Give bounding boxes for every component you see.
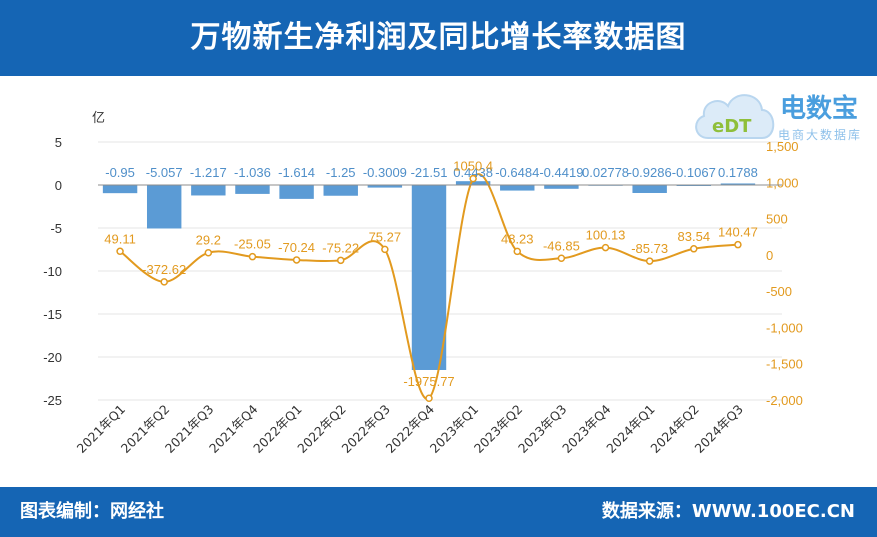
line-value-label: -1975.77 (403, 374, 454, 389)
bar (235, 185, 270, 194)
bar-value-label: -0.95 (105, 165, 135, 180)
line-point (292, 256, 301, 264)
y-tick-label: 0 (55, 178, 62, 193)
y2-tick-label: 0 (766, 248, 773, 263)
y2-tick-label: -1,000 (766, 320, 803, 335)
bar-value-label: 0.1788 (718, 165, 758, 180)
line-value-label: -85.73 (631, 241, 668, 256)
line-value-label: 1050.4 (453, 159, 493, 174)
line-value-label: 48.23 (501, 231, 534, 246)
line-point (248, 252, 257, 261)
bar (720, 183, 756, 185)
y2-tick-label: 1,500 (766, 139, 799, 154)
bar-value-label: -1.25 (326, 165, 356, 180)
y2-tick-label: -500 (766, 284, 792, 299)
bar-value-label: -1.036 (234, 165, 271, 180)
line-value-label: -46.85 (543, 238, 580, 253)
bar (191, 185, 226, 196)
brand-logo: eDT 电数宝 电商大数据库 (690, 82, 875, 152)
line-point (513, 247, 522, 256)
line-value-label: -25.05 (234, 237, 271, 252)
line-point (690, 245, 698, 253)
line-point (160, 278, 168, 286)
bar-value-label: -5.057 (146, 165, 183, 180)
bar-value-label: -0.9286 (628, 165, 672, 180)
growth-line (119, 173, 739, 400)
bar (102, 185, 138, 194)
y-tick-label: -15 (43, 307, 62, 322)
line-value-label: -70.24 (278, 240, 315, 255)
bar (500, 185, 535, 191)
bar (632, 185, 667, 193)
line-point (336, 256, 345, 265)
bar (146, 185, 182, 229)
line-point (425, 394, 433, 402)
y-tick-label: -25 (43, 393, 62, 408)
logo-subtitle: 电商大数据库 (778, 128, 863, 142)
line-point (116, 247, 124, 256)
footer-source: 数据来源：WWW.100EC.CN (601, 501, 855, 522)
chart-title: 万物新生净利润及同比增长率数据图 (190, 20, 687, 55)
bar (279, 185, 314, 199)
y2-tick-label: 500 (766, 212, 788, 227)
line-value-label: -75.22 (322, 240, 359, 255)
bar-value-label: -0.3009 (363, 165, 407, 180)
bar (544, 185, 579, 189)
bar-value-label: 0.4438 (453, 165, 493, 180)
bar-value-label: 0.02778 (582, 165, 629, 180)
y2-tick-label: -1,500 (766, 357, 803, 372)
line-point (204, 248, 213, 257)
bar-value-label: -0.4419 (539, 165, 583, 180)
y-tick-label: -20 (43, 350, 62, 365)
line-point (734, 240, 742, 249)
x-tick-label: 2024年Q3 (692, 402, 747, 457)
line-value-label: -372.62 (142, 262, 186, 277)
bar-value-label: -21.51 (411, 165, 448, 180)
line-point (469, 174, 477, 183)
bar (455, 181, 491, 185)
data-labels: -0.95 -5.057 -1.217 -1.036 -1.614 -1.25 -0.300… (104, 159, 758, 390)
y-tick-label: -10 (43, 264, 62, 279)
line-series (116, 173, 742, 402)
logo-mark: eDT (712, 116, 752, 137)
bar (367, 185, 403, 188)
line-point (645, 257, 654, 265)
line-value-label: 83.54 (678, 229, 711, 244)
line-point (601, 243, 610, 252)
footer-banner: 图表编制：网经社 数据来源：WWW.100EC.CN (0, 487, 877, 537)
bar-value-label: -1.217 (190, 165, 227, 180)
title-banner: 万物新生净利润及同比增长率数据图 (0, 0, 877, 76)
bar-value-label: -0.1067 (672, 165, 716, 180)
line-value-label: 29.2 (196, 233, 221, 248)
y-tick-label: -5 (50, 221, 62, 236)
line-value-label: 100.13 (586, 228, 626, 243)
line-value-label: 49.11 (104, 231, 136, 246)
y-axis-title: 亿 (92, 111, 105, 126)
line-value-label: 75.27 (369, 229, 402, 244)
bar (323, 185, 358, 196)
footer-compiler: 图表编制：网经社 (20, 501, 164, 522)
bar-value-label: -1.614 (278, 165, 315, 180)
logo-brand: 电数宝 (780, 94, 859, 124)
cloud-logo-icon: eDT (695, 94, 775, 139)
y2-tick-label: -2,000 (766, 393, 803, 408)
chart-plot: -0.95 -5.057 -1.217 -1.036 -1.614 -1.25 -0.300… (43, 111, 803, 457)
line-value-label: 140.47 (718, 225, 758, 240)
line-point (381, 245, 389, 254)
bar (411, 185, 447, 370)
line-point (557, 254, 566, 263)
bar-series (102, 181, 756, 370)
y-tick-label: 5 (55, 135, 62, 150)
bar-value-label: -0.6484 (495, 165, 539, 180)
y2-tick-label: 1,000 (766, 175, 799, 190)
